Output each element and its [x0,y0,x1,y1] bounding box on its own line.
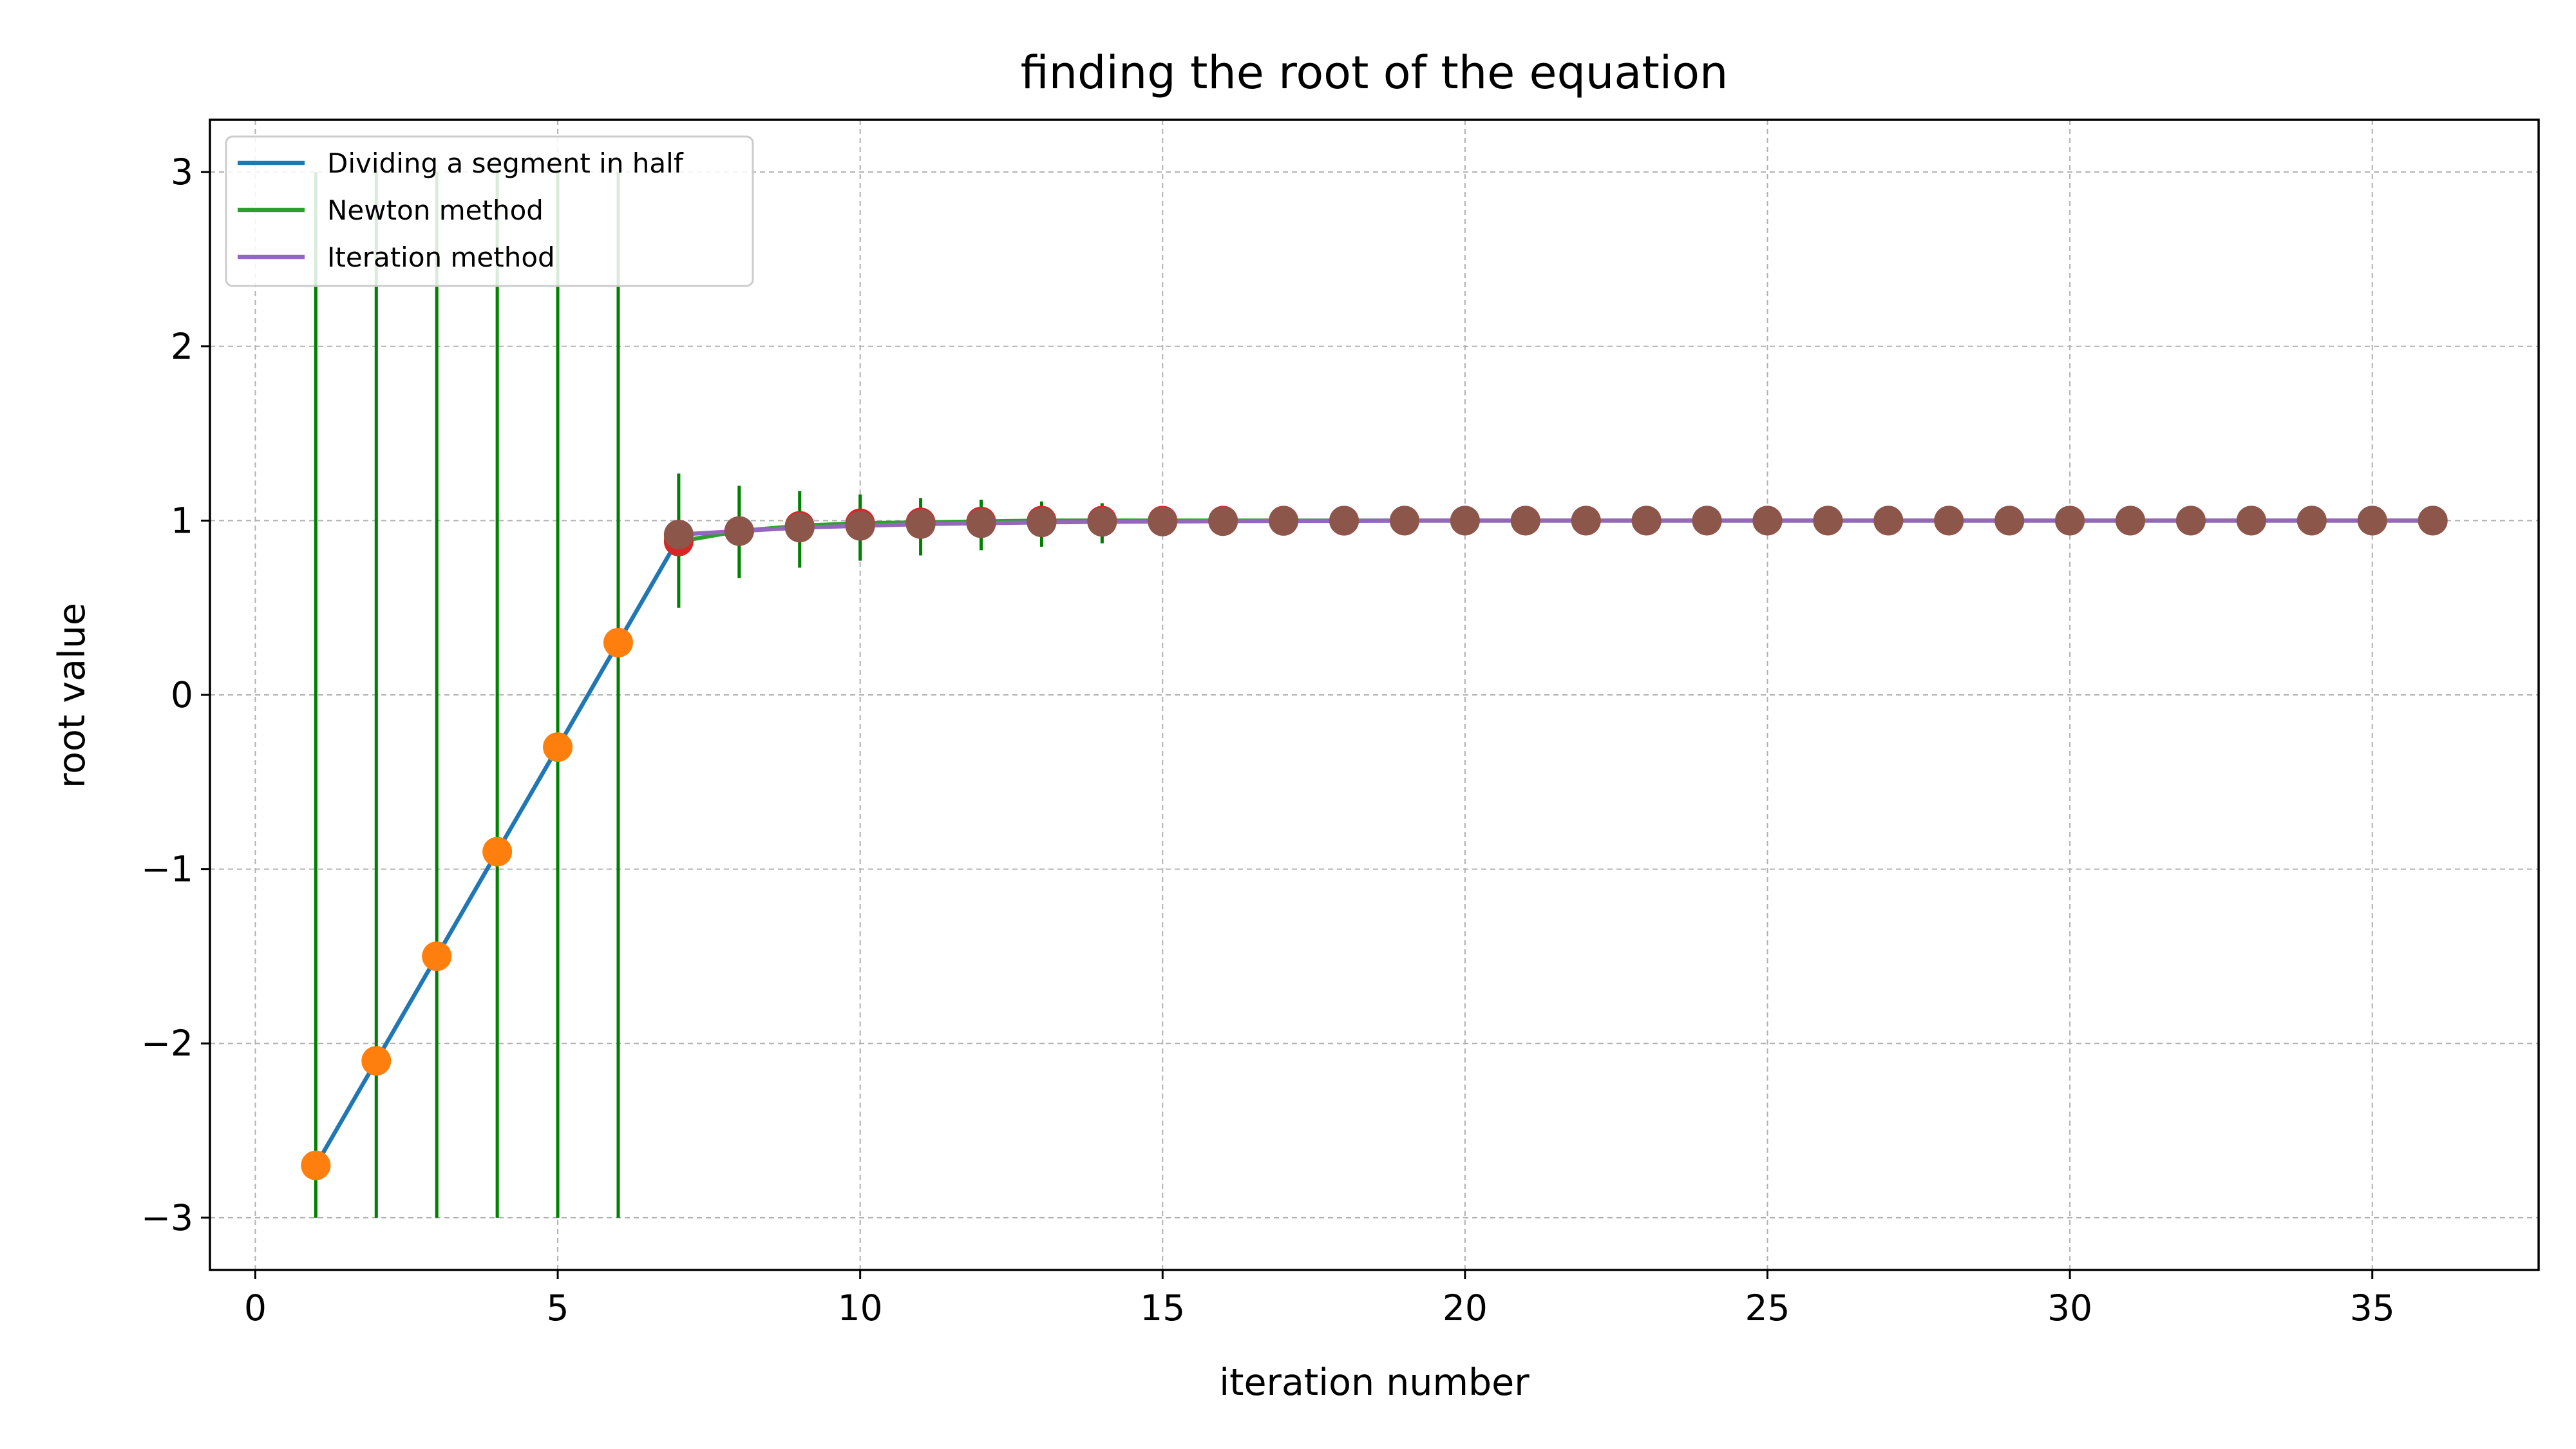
x-tick-label: 30 [2047,1287,2092,1329]
series-1-point [422,941,452,971]
series-3-point [2236,506,2266,536]
series-1-point [543,732,573,762]
y-tick-label: −1 [141,849,193,890]
series-3-point [1027,507,1057,538]
series-3-point [1631,506,1662,536]
y-tick-label: 1 [171,500,193,541]
series-3-point [2055,506,2085,536]
series-3-point [905,509,936,539]
x-tick-label: 10 [838,1287,883,1329]
series-3-point [2357,506,2387,536]
y-tick-label: 2 [171,326,193,367]
series-3-point [2297,506,2327,536]
series-3-point [1087,507,1117,537]
series-3-point [1934,506,1964,536]
y-tick-label: −3 [141,1197,193,1238]
series-markers [301,506,2448,1180]
series-3-point [663,520,694,550]
legend-box [225,135,754,287]
series-1-point [361,1046,392,1076]
series-3-point [724,516,754,546]
series-3-point [1873,506,1904,536]
series-1-point [301,1150,331,1180]
x-axis-label: iteration number [1219,1361,1530,1404]
series-3-point [1329,506,1359,536]
chart-title: finding the root of the equation [1021,46,1728,99]
series-3-point [784,513,815,543]
y-axis-label: root value [51,603,93,788]
series-3-point [845,511,875,541]
y-tick-label: 3 [171,151,193,193]
series-3-point [1148,506,1178,536]
y-tick-label: −2 [141,1023,193,1064]
series-1-point [603,627,633,658]
series-3-point [1510,506,1540,536]
x-tick-label: 25 [1745,1287,1790,1329]
legend-label: Iteration method [327,242,555,273]
series-3-point [1269,506,1299,536]
series-3-point [1692,506,1722,536]
series-3-point [1752,506,1783,536]
series-3-point [1208,506,1238,536]
series-3-point [1813,506,1843,536]
legend-label: Dividing a segment in half [327,147,684,179]
series-3-point [2175,506,2206,536]
x-tick-label: 0 [244,1287,267,1329]
series-3-point [2418,506,2448,536]
series-1-point [482,837,513,867]
axis-ticks: 0 5 10 15 20 25 30 35 −3 −2 −1 0 1 2 3 [141,151,2395,1329]
x-tick-label: 15 [1140,1287,1185,1329]
series-3-point [966,508,996,538]
legend: Dividing a segment in half Newton method I… [225,135,754,287]
series-3-point [2116,506,2146,536]
series-3-point [1389,506,1419,536]
series-3-point [1571,506,1601,536]
x-tick-label: 5 [547,1287,569,1329]
x-tick-label: 20 [1443,1287,1488,1329]
legend-label: Newton method [327,194,544,226]
y-tick-label: 0 [171,674,193,715]
series-3-point [1994,506,2025,536]
x-tick-label: 35 [2350,1287,2395,1329]
series-3-point [1450,506,1480,536]
